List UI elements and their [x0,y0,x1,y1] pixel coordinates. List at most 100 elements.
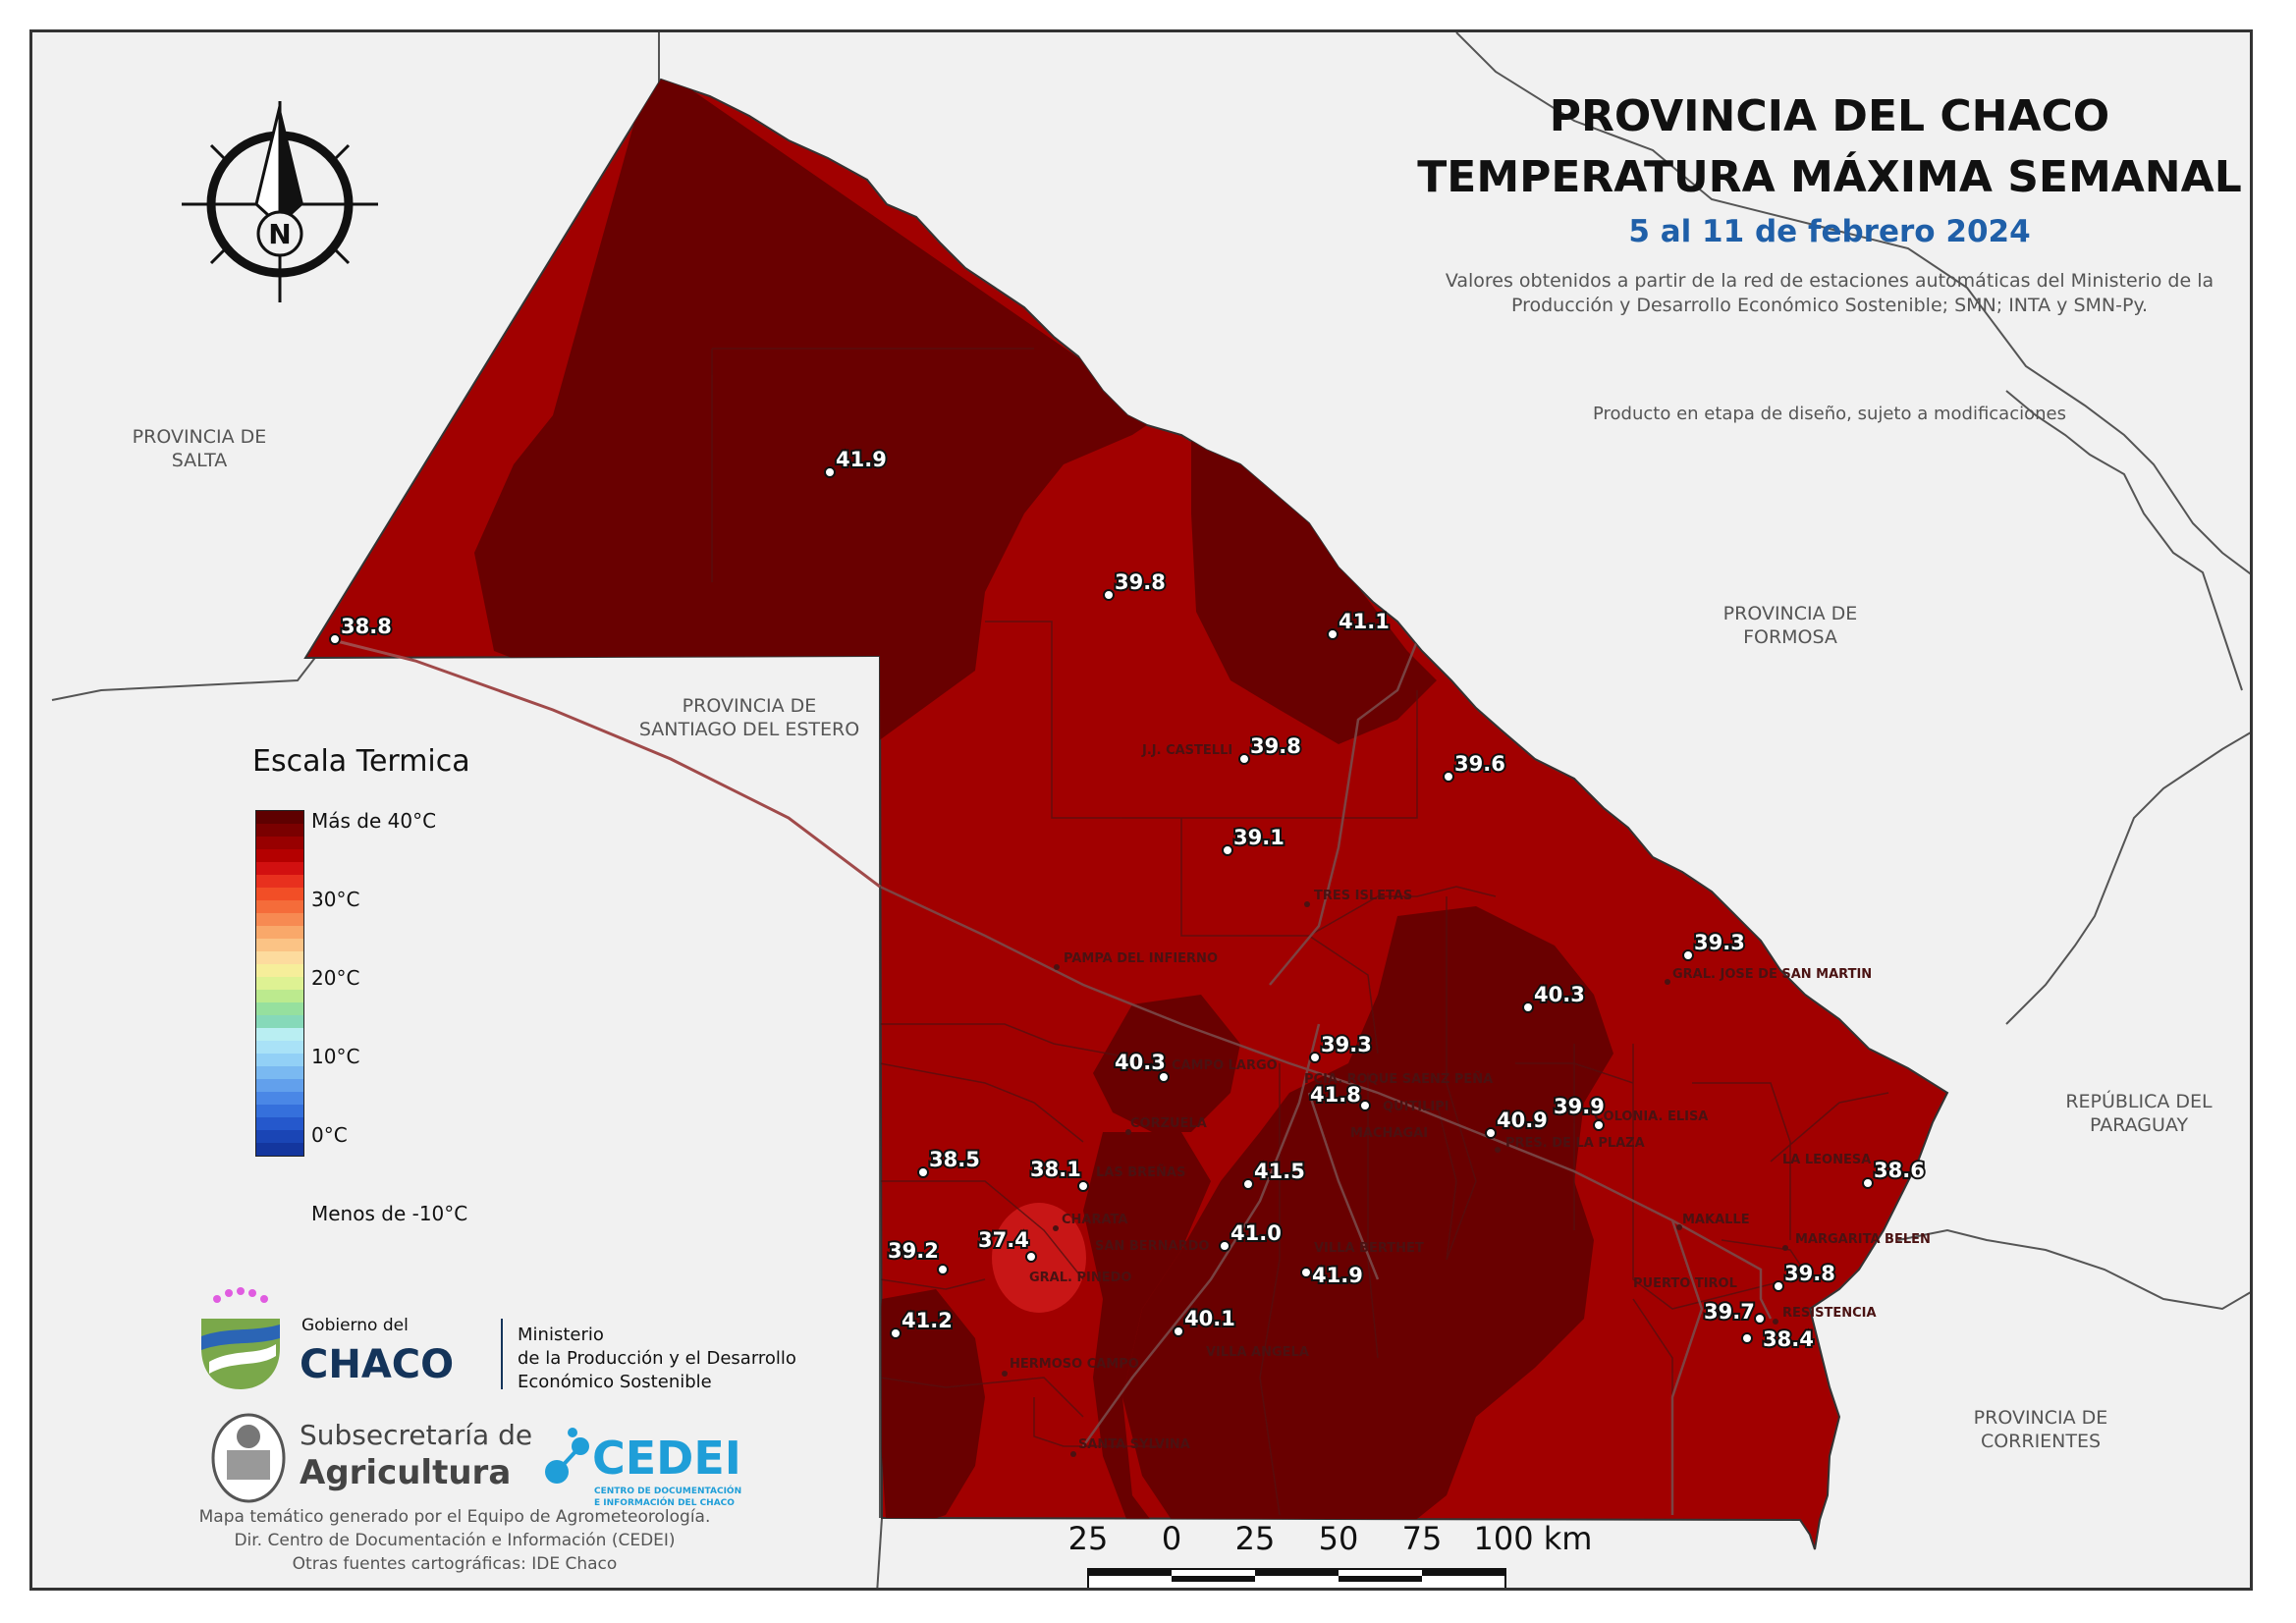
station-value: 38.1 [1030,1158,1081,1181]
station-point [329,633,341,645]
scale-tick: 50 [1319,1520,1359,1557]
town-label: CORZUELA [1130,1116,1207,1131]
scale-tick: 0 [1162,1520,1181,1557]
station-value: 38.8 [341,615,392,638]
legend-label: 30°C [311,888,360,911]
legend-swatch [256,1092,303,1105]
station-value: 39.3 [1694,931,1745,954]
scale-tick: 25 [1235,1520,1276,1557]
station-point [1359,1100,1371,1111]
town-label: J.J. CASTELLI [1141,743,1232,758]
station-point [1773,1280,1784,1292]
station-point [1485,1127,1497,1139]
footer-line2: Dir. Centro de Documentación e Informaci… [234,1531,676,1550]
station-value: 40.3 [1115,1051,1166,1074]
ministerio-line3: Económico Sostenible [518,1372,712,1392]
station-value: 39.8 [1784,1262,1835,1285]
subsecretaria-line1: Subsecretaría de [300,1419,532,1451]
legend-swatch [256,1028,303,1041]
scale-tick: 75 [1402,1520,1443,1557]
station-point [1741,1332,1753,1344]
cedei-text: CEDEI [592,1432,741,1485]
north-letter: N [268,218,291,250]
town-label: COLONIA. ELISA [1594,1109,1708,1124]
region-corrientes-line2: CORRIENTES [1981,1431,2101,1452]
town-label: LA LEONESA [1782,1153,1871,1167]
station-point [1682,949,1694,961]
station-value: 39.7 [1704,1300,1755,1324]
station-value: 37.4 [978,1228,1029,1252]
town-label: MAKALLE [1682,1213,1750,1227]
town-label: MARGARITA BELEN [1795,1232,1931,1247]
station-point [1327,628,1339,640]
town-label: MACHAGAI [1350,1126,1428,1141]
town-label: PCIA. ROQUE SAENZ PEÑA [1304,1071,1493,1087]
town-label: GRAL. JOSE DE SAN MARTIN [1672,967,1872,982]
region-santiago-line1: PROVINCIA DE [683,695,817,717]
station-point [917,1166,929,1178]
station-point [1238,753,1250,765]
station-value: 41.1 [1339,610,1390,633]
town-label: GRAL. PINEDO [1029,1271,1131,1285]
region-formosa-line1: PROVINCIA DE [1723,603,1858,624]
legend-swatch [256,1117,303,1130]
ministerio-line2: de la Producción y el Desarrollo [518,1348,796,1369]
station-point [1219,1240,1230,1252]
town-label: RESISTENCIA [1782,1306,1877,1321]
legend-swatch [256,1002,303,1015]
scale-tick: 25 [1068,1520,1109,1557]
cedei-sub-line1: CENTRO DE DOCUMENTACIÓN [594,1485,741,1496]
legend-swatch [256,888,303,900]
town-label: CHARATA [1062,1213,1127,1227]
legend-swatch [256,990,303,1002]
station-value: 39.8 [1250,734,1301,758]
station-point [1173,1325,1184,1337]
town-label: PRES. DE LA PLAZA [1505,1136,1645,1151]
scale-bar: 25 0 25 50 75 100 km [1068,1520,1592,1588]
station-value: 39.1 [1233,826,1285,849]
station-point [1103,589,1115,601]
source-note: Valores obtenidos a partir de la red de … [1445,270,2214,316]
town-label: SANTA SYLVINA [1078,1437,1190,1452]
station-point [1300,1267,1312,1278]
subsecretaria-logo: Subsecretaría de Agricultura [211,1413,532,1503]
legend-swatch [256,837,303,849]
legend-swatch [256,900,303,913]
station-value: 41.9 [1312,1264,1363,1287]
station-value: 39.3 [1321,1033,1372,1056]
station-point [1754,1313,1766,1325]
ministerio-line1: Ministerio [518,1325,604,1345]
town-markers [1002,901,1788,1457]
map-frame: PROVINCIA DE SALTA PROVINCIA DE FORMOSA … [29,29,2253,1591]
station-value: 41.2 [902,1309,953,1332]
region-santiago-line2: SANTIAGO DEL ESTERO [639,719,859,740]
station-point [890,1327,902,1339]
legend-swatch [256,1041,303,1054]
legend-swatch [256,1105,303,1117]
station-point [1025,1251,1037,1263]
department-boundaries [711,348,1889,1516]
station-point [1522,1001,1534,1013]
station-value: 40.1 [1184,1307,1235,1330]
gobierno-big-text: CHACO [300,1342,454,1387]
station-value: 38.5 [929,1148,980,1171]
station-value: 41.8 [1310,1083,1361,1107]
station-value: 39.2 [888,1239,939,1263]
map-title-line2: TEMPERATURA MÁXIMA SEMANAL [1417,152,2242,202]
legend-swatch [256,1130,303,1143]
title-block: PROVINCIA DEL CHACO TEMPERATURA MÁXIMA S… [1280,86,2250,318]
subsecretaria-line2: Agricultura [300,1453,511,1492]
cedei-sub-line2: E INFORMACIÓN DEL CHACO [594,1496,735,1508]
map-canvas: PROVINCIA DE SALTA PROVINCIA DE FORMOSA … [51,32,2250,1588]
station-point [1862,1177,1874,1189]
legend-swatch [256,939,303,951]
gobierno-small-text: Gobierno del [301,1316,409,1335]
town-label: QUITILIPI [1383,1100,1449,1114]
legend-swatch [256,1066,303,1079]
town-label: PAMPA DEL INFIERNO [1064,951,1218,966]
legend-swatch [256,1079,303,1092]
legend-swatch [256,1143,303,1156]
legend-swatch [256,1015,303,1028]
legend-swatch [256,875,303,888]
legend-swatch [256,951,303,964]
